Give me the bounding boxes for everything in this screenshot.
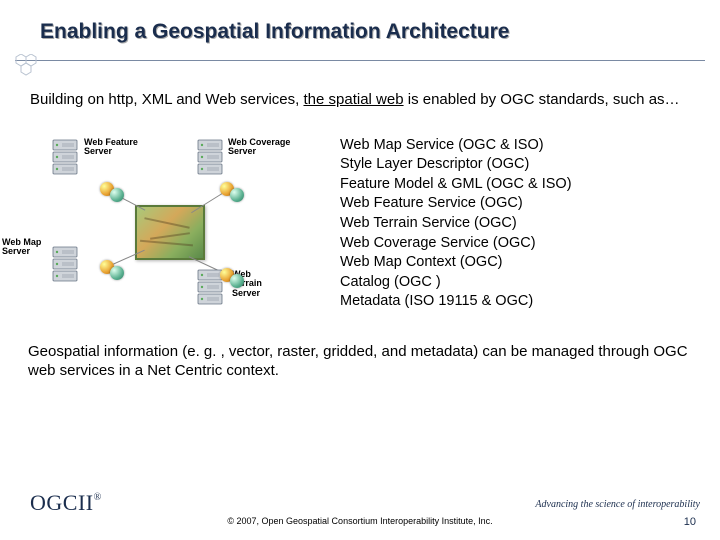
intro-pre: Building on http, XML and Web services,	[30, 91, 303, 108]
standard-item: Web Coverage Service (OGC)	[340, 234, 700, 254]
standard-item: Web Map Service (OGC & ISO)	[340, 136, 700, 156]
standards-list: Web Map Service (OGC & ISO)Style Layer D…	[340, 130, 700, 330]
standard-item: Feature Model & GML (OGC & ISO)	[340, 175, 700, 195]
ogcii-logo: OGCII®	[30, 490, 102, 516]
server-wcs-label: Web CoverageServer	[228, 138, 290, 157]
outro-text: Geospatial information (e. g. , vector, …	[0, 330, 720, 380]
server-wms-label: Web MapServer	[2, 238, 41, 257]
slide-footer: OGCII® © 2007, Open Geospatial Consortiu…	[0, 480, 720, 540]
standard-item: Metadata (ISO 19115 & OGC)	[340, 292, 700, 312]
intro-text: Building on http, XML and Web services, …	[0, 61, 720, 120]
standard-item: Web Terrain Service (OGC)	[340, 214, 700, 234]
server-wfs-icon	[50, 138, 80, 178]
logo-reg: ®	[94, 492, 102, 503]
standard-item: Web Map Context (OGC)	[340, 253, 700, 273]
connector-node-icon	[230, 274, 244, 288]
intro-post: is enabled by OGC standards, such as…	[404, 91, 680, 108]
server-wfs-label: Web FeatureServer	[84, 138, 138, 157]
tagline-text: Advancing the science of interoperabilit…	[535, 499, 700, 510]
slide-title: Enabling a Geospatial Information Archit…	[40, 20, 680, 44]
standard-item: Web Feature Service (OGC)	[340, 194, 700, 214]
server-wcs-icon	[195, 138, 225, 178]
logo-text: OGCII	[30, 490, 94, 515]
center-map-image	[135, 205, 205, 260]
server-wms-icon	[50, 245, 80, 285]
copyright-text: © 2007, Open Geospatial Consortium Inter…	[0, 516, 720, 526]
hex-decoration-icon	[10, 54, 46, 85]
connector-node-icon	[110, 266, 124, 280]
architecture-diagram: Web FeatureServerWeb CoverageServerWeb M…	[20, 130, 320, 330]
standard-item: Style Layer Descriptor (OGC)	[340, 155, 700, 175]
connector-node-icon	[110, 188, 124, 202]
standard-item: Catalog (OGC )	[340, 273, 700, 293]
intro-underline: the spatial web	[303, 91, 403, 108]
page-number: 10	[684, 516, 696, 528]
connector-node-icon	[230, 188, 244, 202]
